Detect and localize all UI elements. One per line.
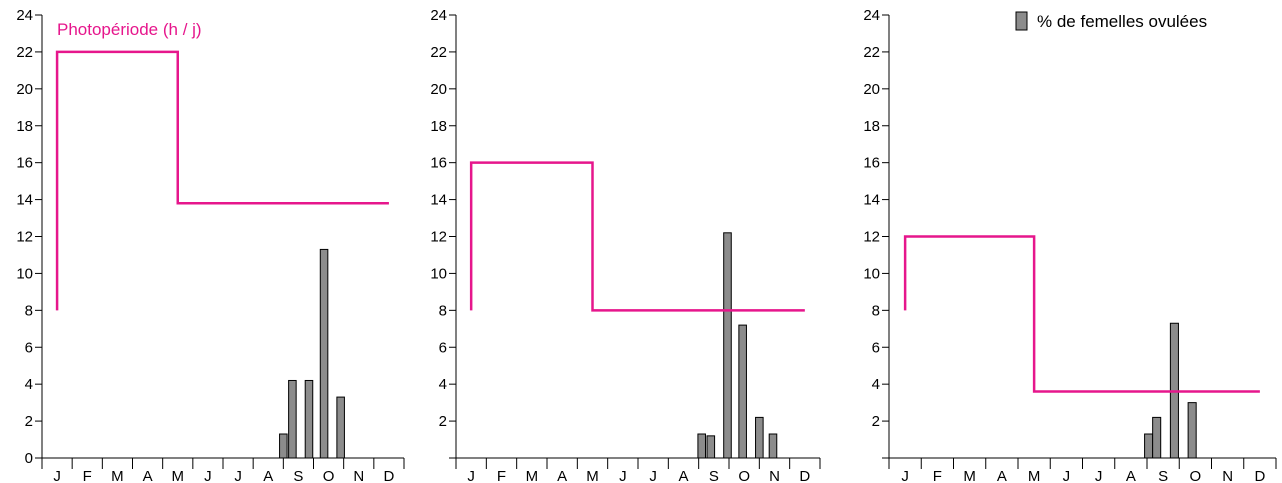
month-label: S — [1158, 468, 1168, 483]
y-tick-label: 24 — [430, 7, 447, 24]
y-tick-label: 4 — [872, 376, 880, 393]
photoperiod-line — [469, 161, 805, 312]
y-tick-label: 14 — [863, 192, 880, 209]
month-label: J — [234, 468, 242, 483]
month-label: J — [649, 468, 657, 483]
ovulation-bar — [319, 248, 329, 459]
y-tick-label: 4 — [439, 376, 447, 393]
month-label: M — [526, 468, 539, 483]
ovulation-bar — [738, 324, 747, 459]
month-label: M — [963, 468, 976, 483]
month-label: O — [738, 468, 750, 483]
y-tick-label: 20 — [430, 81, 447, 98]
y-tick-label: 18 — [430, 118, 447, 135]
month-label: A — [678, 468, 688, 483]
y-tick-label: 24 — [16, 7, 33, 24]
month-label: F — [497, 468, 506, 483]
ovulation-bar — [1144, 433, 1154, 459]
month-label: N — [769, 468, 780, 483]
legend: % de femelles ovulées — [1015, 11, 1207, 31]
month-label: A — [263, 468, 273, 483]
month-label: J — [53, 468, 61, 483]
ovulation-bar — [336, 396, 345, 459]
month-label: F — [83, 468, 92, 483]
month-label: M — [172, 468, 185, 483]
ovulation-bar — [723, 232, 732, 459]
y-tick-label: 2 — [25, 413, 33, 430]
y-tick-label: 6 — [872, 339, 880, 356]
month-label: J — [204, 468, 212, 483]
y-tick-label: 20 — [16, 81, 33, 98]
month-label: A — [557, 468, 567, 483]
y-tick-label: 10 — [16, 265, 33, 282]
month-label: O — [1190, 468, 1202, 483]
y-tick-label: 2 — [872, 413, 880, 430]
y-tick-label: 6 — [439, 339, 447, 356]
month-label: J — [1095, 468, 1103, 483]
ovulation-bar — [288, 379, 297, 459]
ovulation-bar — [304, 379, 314, 459]
ovulation-bar — [706, 435, 716, 459]
ovulation-bar — [279, 433, 288, 459]
y-tick-label: 18 — [16, 118, 33, 135]
y-tick-label: 16 — [430, 155, 447, 172]
y-tick-label: 12 — [430, 229, 447, 246]
y-tick-label: 8 — [439, 302, 447, 319]
month-label: F — [933, 468, 942, 483]
month-label: J — [1063, 468, 1071, 483]
ovulation-bar — [755, 416, 764, 459]
y-tick-label: 24 — [863, 7, 880, 24]
photoperiod-line — [903, 235, 1260, 393]
month-label: M — [586, 468, 599, 483]
y-tick-label: 2 — [439, 413, 447, 430]
photoperiod-line — [55, 50, 389, 311]
y-tick-label: 4 — [25, 376, 33, 393]
month-label: N — [1222, 468, 1233, 483]
month-label: D — [1254, 468, 1265, 483]
month-label: J — [901, 468, 909, 483]
month-label: S — [293, 468, 303, 483]
y-tick-label: 8 — [872, 302, 880, 319]
y-tick-label: 22 — [863, 44, 880, 61]
y-tick-label: 14 — [430, 192, 447, 209]
y-tick-label: 12 — [16, 229, 33, 246]
y-tick-label: 6 — [25, 339, 33, 356]
month-label: A — [1126, 468, 1136, 483]
month-label: M — [111, 468, 124, 483]
gray-square-icon — [1015, 11, 1028, 31]
month-label: A — [997, 468, 1007, 483]
y-tick-label: 22 — [430, 44, 447, 61]
y-tick-label: 14 — [16, 192, 33, 209]
month-label: S — [709, 468, 719, 483]
y-tick-label: 16 — [16, 155, 33, 172]
month-label: O — [323, 468, 335, 483]
ovulation-bar — [1152, 416, 1162, 459]
legend-label: % de femelles ovulées — [1037, 12, 1207, 31]
photoperiod-label: Photopériode (h / j) — [57, 20, 202, 39]
y-tick-label: 18 — [863, 118, 880, 135]
y-tick-label: 22 — [16, 44, 33, 61]
y-tick-label: 16 — [863, 155, 880, 172]
y-tick-label: 12 — [863, 229, 880, 246]
ovulation-bar — [768, 433, 778, 459]
month-label: J — [619, 468, 627, 483]
month-label: A — [143, 468, 153, 483]
y-tick-label: 10 — [863, 265, 880, 282]
month-label: J — [467, 468, 475, 483]
month-label: D — [799, 468, 810, 483]
month-label: N — [353, 468, 364, 483]
ovulation-bar — [697, 433, 706, 459]
y-tick-label: 20 — [863, 81, 880, 98]
month-label: D — [383, 468, 394, 483]
month-label: M — [1028, 468, 1041, 483]
y-tick-label: 8 — [25, 302, 33, 319]
y-tick-label: 0 — [25, 450, 33, 467]
y-tick-label: 10 — [430, 265, 447, 282]
ovulation-bar — [1187, 402, 1197, 459]
